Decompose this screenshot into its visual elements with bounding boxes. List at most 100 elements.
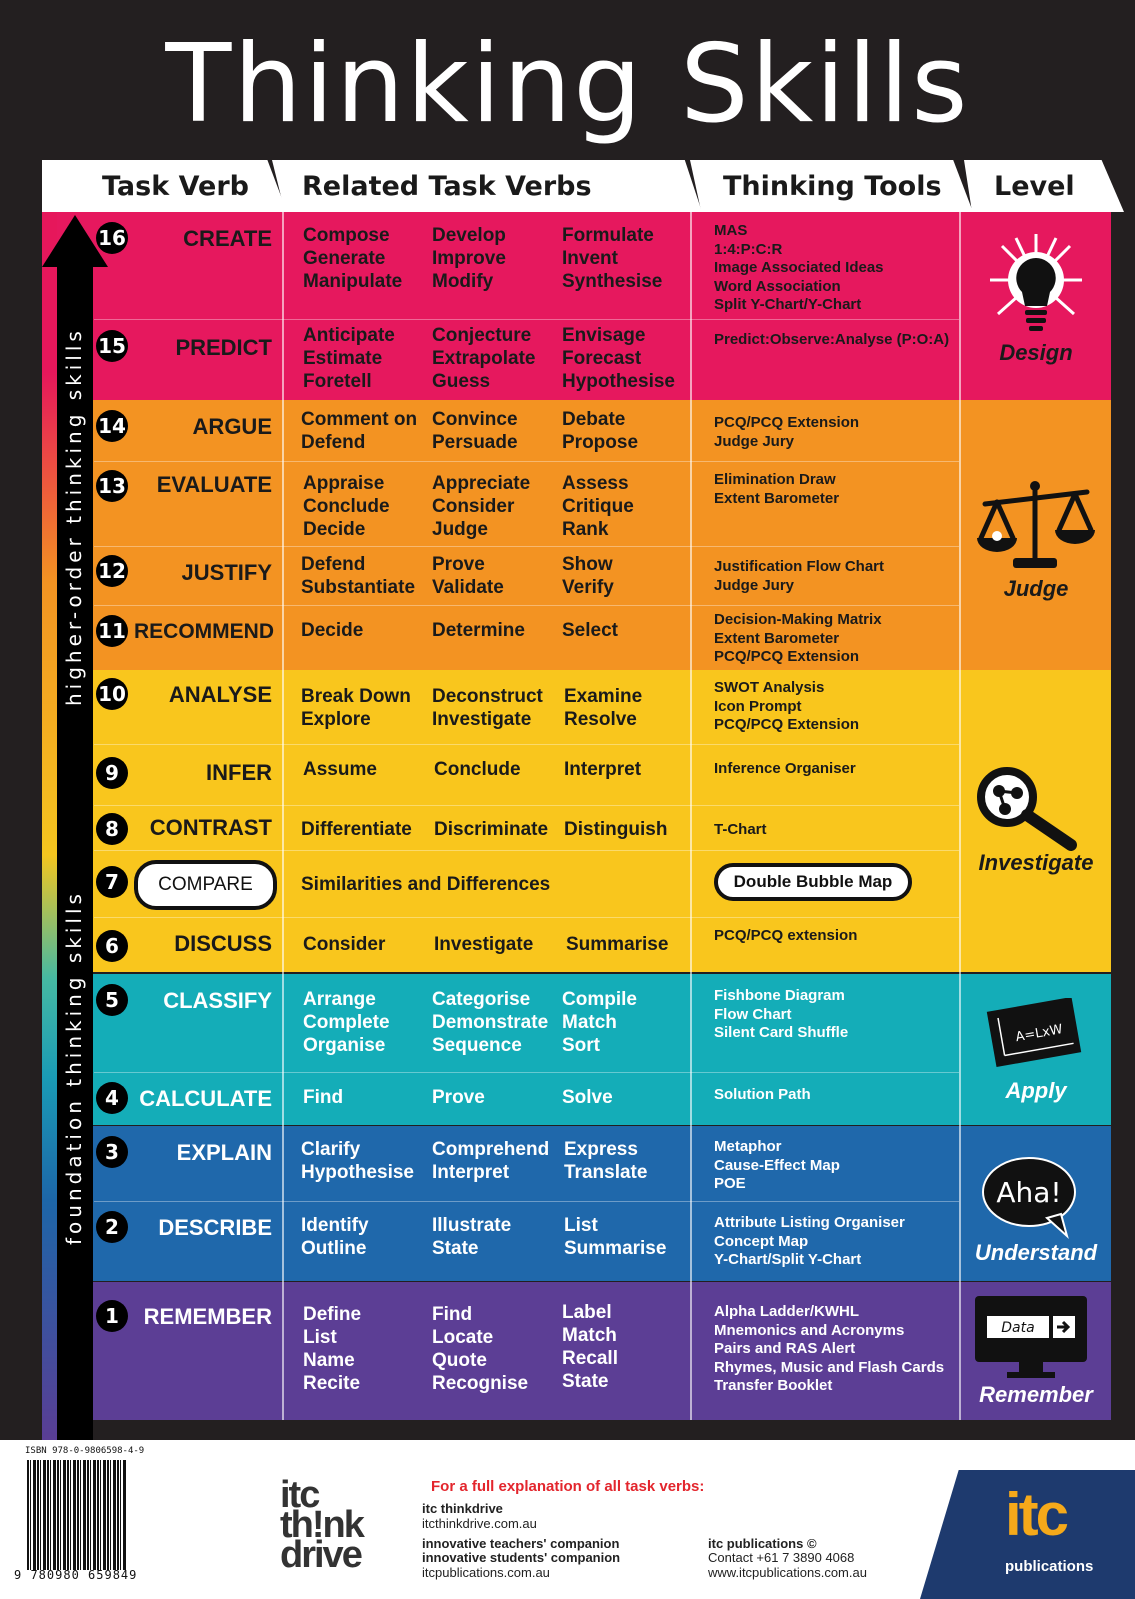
task-verb: PREDICT bbox=[175, 335, 272, 360]
related-verbs-col3: Solve bbox=[562, 1087, 613, 1108]
thinking-tools: Alpha Ladder/KWHL Mnemonics and Acronyms… bbox=[714, 1303, 945, 1394]
level-label: Apply bbox=[1005, 1078, 1067, 1103]
level-label: Judge bbox=[1003, 576, 1069, 601]
header-related-task-verbs: Related Task Verbs bbox=[272, 160, 702, 212]
related-verbs-col3: Debate Propose bbox=[562, 409, 639, 453]
row-number: 10 bbox=[96, 678, 128, 710]
level-apply: A=LxW Apply bbox=[961, 974, 1111, 1125]
level-judge: Judge bbox=[961, 400, 1111, 670]
related-verbs-col1: Appraise Conclude Decide bbox=[303, 473, 390, 540]
related-verbs-col1: Break Down Explore bbox=[301, 686, 411, 730]
level-understand: Aha! Understand bbox=[961, 1126, 1111, 1281]
row-number: 9 bbox=[96, 757, 128, 789]
related-verbs-col1: Defend Substantiate bbox=[301, 554, 416, 598]
itc-publications-label: publications bbox=[1005, 1558, 1094, 1575]
row-6: 6 DISCUSS Consider Investigate Summarise… bbox=[94, 917, 959, 971]
related-verbs-col2: Deconstruct Investigate bbox=[432, 686, 543, 730]
related-verbs-col3: Compile Match Sort bbox=[562, 989, 637, 1056]
task-verb: CREATE bbox=[183, 226, 272, 251]
task-verb: DESCRIBE bbox=[158, 1215, 272, 1240]
related-verbs-col2: Prove Validate bbox=[432, 554, 504, 598]
teachers-companion: innovative teachers' companion bbox=[422, 1536, 620, 1551]
thinking-tools: T-Chart bbox=[714, 821, 767, 838]
scales-icon bbox=[977, 481, 1095, 568]
publisher-contact: Contact +61 7 3890 4068 bbox=[708, 1550, 855, 1565]
related-verbs-col3: Distinguish bbox=[564, 819, 668, 840]
row-9: 9 INFER Assume Conclude Interpret Infere… bbox=[94, 744, 959, 804]
related-verbs-col1: Arrange Complete Organise bbox=[303, 989, 390, 1056]
header-thinking-tools: Thinking Tools bbox=[690, 160, 973, 212]
row-8: 8 CONTRAST Differentiate Discriminate Di… bbox=[94, 805, 959, 849]
related-verbs-col2: Conjecture Extrapolate Guess bbox=[432, 325, 536, 392]
itc-logo: itc bbox=[1005, 1481, 1069, 1548]
row-12: 12 JUSTIFY Defend Substantiate Prove Val… bbox=[94, 546, 959, 604]
companion-url[interactable]: itcpublications.com.au bbox=[422, 1565, 550, 1580]
related-verbs-col1: Anticipate Estimate Foretell bbox=[303, 325, 395, 392]
related-verbs-col3: Express Translate bbox=[564, 1139, 648, 1183]
band-investigate bbox=[42, 670, 1111, 972]
thinking-tools: Attribute Listing Organiser Concept Map … bbox=[714, 1214, 905, 1268]
related-verbs-col1: Clarify Hypothesise bbox=[301, 1139, 414, 1183]
thinking-tools: Fishbone Diagram Flow Chart Silent Card … bbox=[714, 987, 849, 1041]
row-number: 5 bbox=[96, 984, 128, 1016]
level-investigate: Investigate bbox=[961, 670, 1111, 972]
thinkdrive-url[interactable]: itcthinkdrive.com.au bbox=[422, 1516, 537, 1531]
band-understand bbox=[42, 1126, 1111, 1281]
row-14: 14 ARGUE Comment on Defend Convince Pers… bbox=[94, 402, 959, 460]
svg-text:Data: Data bbox=[1001, 1320, 1034, 1336]
full-explanation-note: For a full explanation of all task verbs… bbox=[431, 1478, 705, 1495]
task-verb: INFER bbox=[206, 760, 272, 785]
related-verbs-col1: Find bbox=[303, 1087, 344, 1108]
related-verbs-col3: Examine Resolve bbox=[564, 686, 643, 730]
thinking-tools: Inference Organiser bbox=[714, 760, 856, 777]
row-13: 13 EVALUATE Appraise Conclude Decide App… bbox=[94, 461, 959, 545]
row-number: 8 bbox=[96, 813, 128, 845]
related-verbs-col3: Interpret bbox=[564, 759, 642, 780]
header-level: Level bbox=[964, 160, 1124, 212]
related-verbs-col2: Determine bbox=[432, 620, 525, 641]
row-4: 4 CALCULATE Find Prove Solve Solution Pa… bbox=[94, 1072, 959, 1125]
thinking-tools: Metaphor Cause-Effect Map POE bbox=[714, 1138, 840, 1192]
related-verbs-col2: Convince Persuade bbox=[432, 409, 518, 453]
related-verbs-col3: Summarise bbox=[566, 934, 669, 955]
row-number: 14 bbox=[96, 410, 128, 442]
barcode-icon bbox=[27, 1460, 127, 1570]
itc-thinkdrive-logo: itc th!nk drive bbox=[280, 1474, 365, 1576]
thinkdrive-name: itc thinkdrive bbox=[422, 1501, 503, 1516]
task-verb: EXPLAIN bbox=[176, 1140, 272, 1165]
area-formula-icon: A=LxW bbox=[986, 998, 1082, 1068]
thinking-tools: Decision-Making Matrix Extent Barometer … bbox=[714, 611, 882, 665]
row-number: 2 bbox=[96, 1211, 128, 1243]
related-verbs-col1: Similarities and Differences bbox=[301, 874, 551, 895]
related-verbs-col3: Select bbox=[562, 620, 618, 641]
task-verb: ANALYSE bbox=[168, 682, 272, 707]
row-5: 5 CLASSIFY Arrange Complete Organise Cat… bbox=[94, 976, 959, 1071]
related-verbs-col3: Assess Critique Rank bbox=[562, 473, 634, 540]
row-7: 7 COMPARE Similarities and Differences D… bbox=[94, 850, 959, 916]
foundation-label: foundation thinking skills bbox=[62, 890, 86, 1245]
thinking-tools: Elimination Draw Extent Barometer bbox=[714, 471, 840, 507]
related-verbs-col2: Investigate bbox=[434, 934, 534, 955]
related-verbs-col2: Comprehend Interpret bbox=[432, 1139, 550, 1183]
band-judge bbox=[42, 400, 1111, 670]
related-verbs-col1: Decide bbox=[301, 620, 364, 641]
task-verb: RECOMMEND bbox=[134, 620, 274, 643]
level-remember: Data Remember bbox=[961, 1282, 1111, 1420]
related-verbs-col1: Comment on Defend bbox=[301, 409, 418, 453]
compare-highlight: COMPARE bbox=[134, 860, 277, 910]
band-remember bbox=[42, 1282, 1111, 1420]
related-verbs-col1: Compose Generate Manipulate bbox=[303, 225, 403, 292]
speech-bubble-icon: Aha! bbox=[982, 1157, 1076, 1240]
barcode-number: 9 780980 659849 bbox=[14, 1568, 138, 1582]
related-verbs-col3: Envisage Forecast Hypothesise bbox=[562, 325, 675, 392]
band-apply bbox=[42, 974, 1111, 1125]
row-number: 7 bbox=[96, 866, 128, 898]
related-verbs-col3: Label Match Recall State bbox=[562, 1302, 618, 1392]
related-verbs-col2: Discriminate bbox=[434, 819, 549, 840]
task-verb: EVALUATE bbox=[156, 472, 272, 497]
related-verbs-col1: Identify Outline bbox=[301, 1215, 369, 1259]
publisher-url[interactable]: www.itcpublications.com.au bbox=[708, 1565, 867, 1580]
row-15: 15 PREDICT Anticipate Estimate Foretell … bbox=[94, 319, 959, 400]
row-number: 11 bbox=[96, 615, 128, 647]
magnifying-glass-icon bbox=[977, 767, 1077, 851]
